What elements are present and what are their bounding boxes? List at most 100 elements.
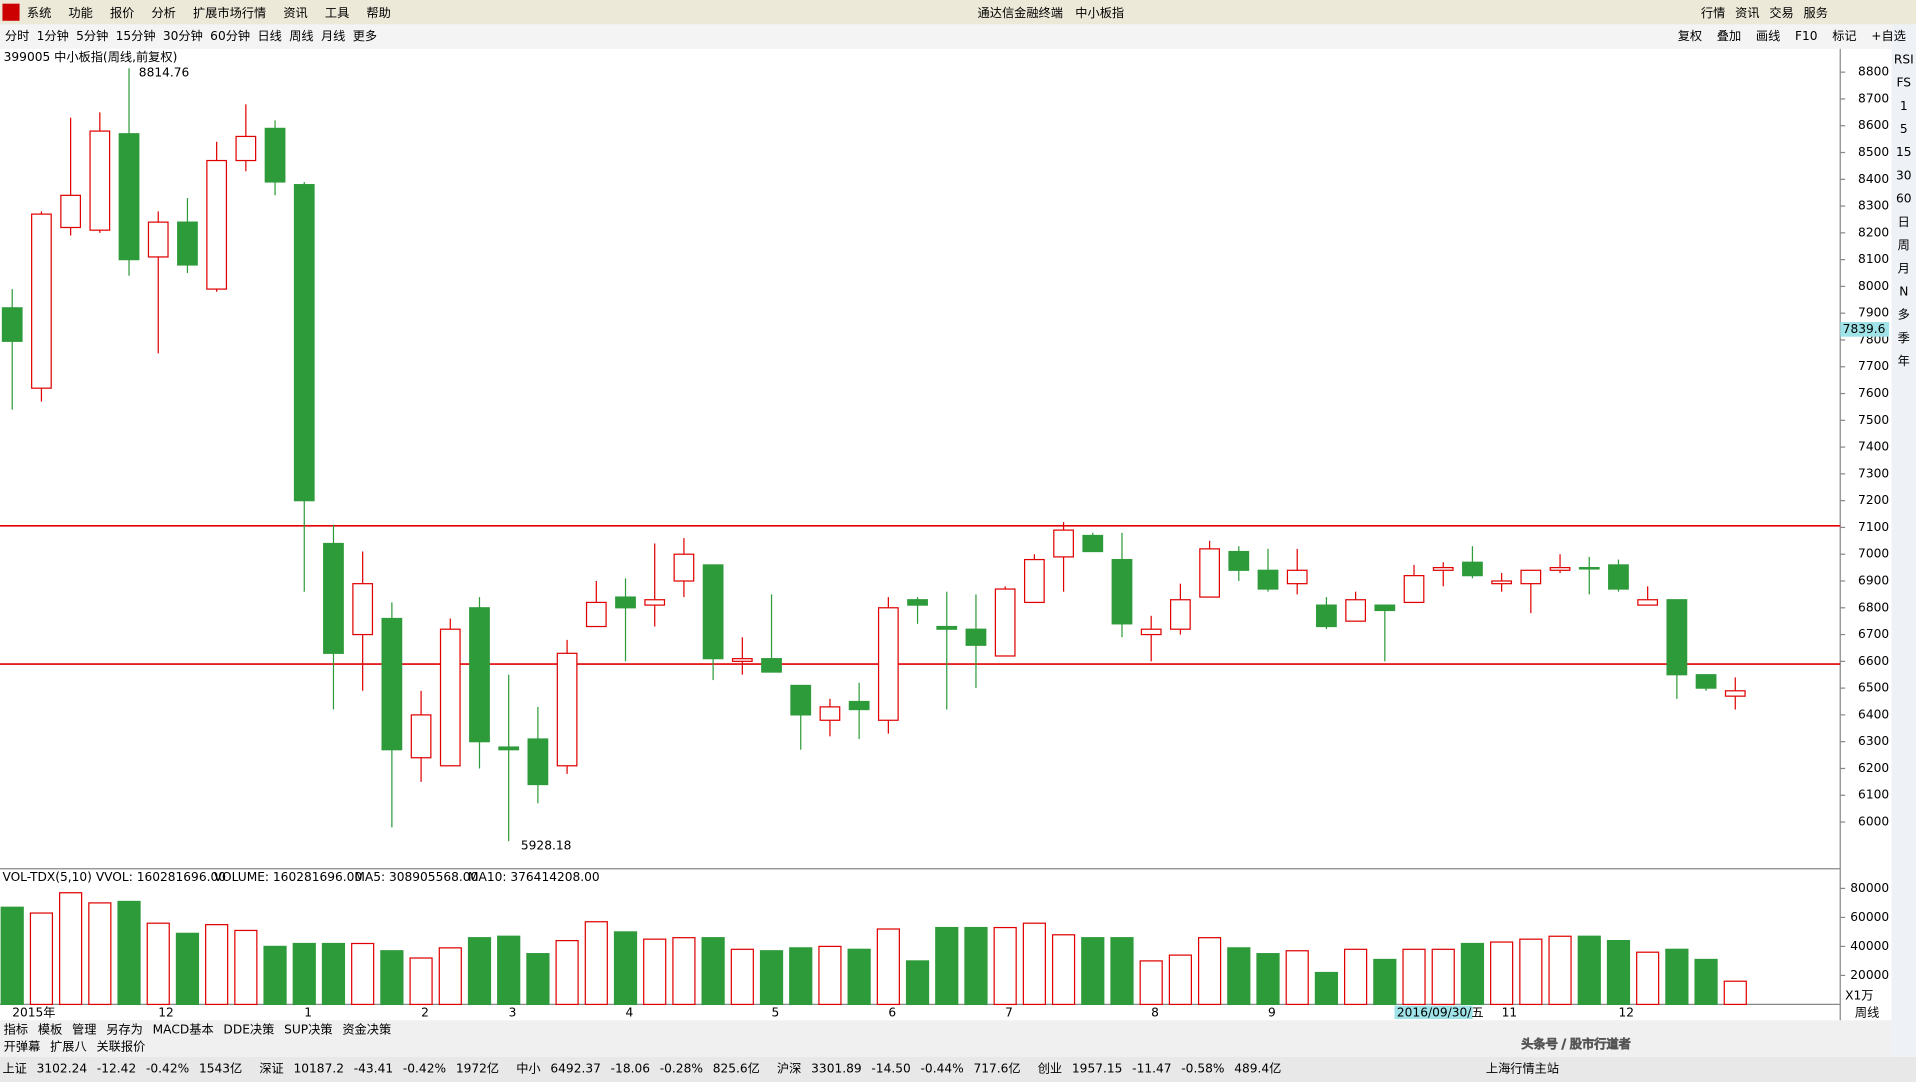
volume-legend: VOLUME: 160281696.00 xyxy=(214,870,362,884)
extra-tab[interactable]: 扩展八 xyxy=(50,1040,87,1054)
menu-item[interactable]: 分析 xyxy=(151,6,175,20)
side-icon[interactable]: 5 xyxy=(1900,122,1908,136)
side-icon[interactable]: 60 xyxy=(1896,192,1912,206)
volume-title: VOL-TDX(5,10) VVOL: 160281696.00 xyxy=(2,870,226,884)
side-icon[interactable]: 季 xyxy=(1898,331,1910,345)
status-field: -0.42% xyxy=(403,1062,446,1076)
status-field: 1543亿 xyxy=(199,1061,242,1076)
period-tab[interactable]: 15分钟 xyxy=(116,28,156,43)
indicator-tab[interactable]: SUP决策 xyxy=(284,1022,332,1037)
y-tick-label: 6900 xyxy=(1858,573,1889,587)
volume-bar xyxy=(730,948,754,1006)
menu-item[interactable]: 帮助 xyxy=(366,6,390,20)
volume-bar xyxy=(146,922,170,1006)
candle-body xyxy=(1403,575,1425,604)
indicator-tab[interactable]: 模板 xyxy=(38,1023,62,1037)
candle-body xyxy=(206,159,228,290)
indicator-tab[interactable]: 资金决策 xyxy=(342,1022,391,1037)
top-button[interactable]: 资讯 xyxy=(1735,6,1759,20)
volume-bar xyxy=(292,942,316,1006)
side-icon[interactable]: 30 xyxy=(1896,168,1912,182)
toolbar-button[interactable]: 叠加 xyxy=(1717,29,1741,43)
indicator-tab[interactable]: 管理 xyxy=(72,1022,96,1037)
menu-bar xyxy=(0,0,1916,25)
candle-body xyxy=(60,194,82,229)
extra-tab[interactable]: 关联报价 xyxy=(96,1039,145,1054)
menu-item[interactable]: 资讯 xyxy=(283,6,307,20)
status-field: 1972亿 xyxy=(456,1061,499,1076)
side-icon[interactable]: N xyxy=(1899,285,1908,299)
menu-item[interactable]: 报价 xyxy=(110,5,134,20)
menu-item[interactable]: 扩展市场行情 xyxy=(193,5,266,20)
volume-bar xyxy=(526,953,550,1006)
side-icon[interactable]: 年 xyxy=(1898,354,1910,368)
status-field: -0.58% xyxy=(1181,1062,1224,1076)
candle-body xyxy=(352,583,374,636)
volume-bar xyxy=(1431,948,1455,1006)
cursor-price-box xyxy=(1840,322,1890,337)
volume-bar xyxy=(789,947,813,1006)
indicator-tab[interactable]: 指标 xyxy=(4,1022,28,1037)
volume-bar xyxy=(847,948,871,1006)
side-icon[interactable]: 15 xyxy=(1896,145,1912,159)
volume-bar xyxy=(759,950,784,1006)
status-field: 1957.15 xyxy=(1072,1062,1122,1076)
candle-body xyxy=(907,599,928,606)
toolbar-button[interactable]: +自选 xyxy=(1871,29,1906,43)
candle-body xyxy=(877,607,899,721)
period-tab[interactable]: 日线 xyxy=(257,29,281,43)
top-button[interactable]: 服务 xyxy=(1804,5,1828,20)
side-icon[interactable]: 日 xyxy=(1898,215,1910,229)
candle-body xyxy=(264,127,286,183)
volume-bar xyxy=(1227,947,1251,1006)
low-label: 5928.18 xyxy=(521,839,571,853)
toolbar-button[interactable]: 画线 xyxy=(1756,29,1780,43)
y-tick-label: 6600 xyxy=(1858,654,1889,668)
menu-item[interactable]: 功能 xyxy=(68,6,92,20)
cursor-date-box xyxy=(1394,1005,1473,1020)
indicator-tab[interactable]: 另存为 xyxy=(106,1023,143,1037)
candle-body xyxy=(1316,604,1337,628)
period-tab[interactable]: 30分钟 xyxy=(163,28,203,43)
candle-body xyxy=(381,617,403,751)
indicator-tab[interactable]: MACD基本 xyxy=(153,1023,214,1037)
extra-tab[interactable]: 开弹幕 xyxy=(4,1040,41,1054)
watermark: 头条号 / 股市行道者 xyxy=(1521,1036,1631,1051)
volume-bar xyxy=(993,926,1017,1006)
y-tick-label: 6500 xyxy=(1858,681,1889,695)
toolbar-button[interactable]: 复权 xyxy=(1678,29,1702,43)
volume-bar xyxy=(613,931,638,1006)
menu-item[interactable]: 工具 xyxy=(325,6,349,20)
y-tick-label: 8800 xyxy=(1858,65,1889,79)
period-tab[interactable]: 更多 xyxy=(353,29,377,43)
volume-bar xyxy=(409,957,433,1006)
period-tab[interactable]: 1分钟 xyxy=(37,28,69,43)
period-tab[interactable]: 60分钟 xyxy=(210,28,250,43)
candle-body xyxy=(410,714,432,759)
menu-item[interactable]: 系统 xyxy=(27,6,51,20)
side-icon[interactable]: 1 xyxy=(1900,99,1908,113)
toolbar-button[interactable]: F10 xyxy=(1795,29,1818,43)
side-icon[interactable]: 多 xyxy=(1898,308,1910,322)
volume-bar xyxy=(1285,950,1309,1006)
x-tick-label: 9 xyxy=(1268,1005,1276,1019)
volume-bar xyxy=(1519,938,1543,1006)
side-icon[interactable]: RSI xyxy=(1894,52,1914,66)
y-tick-label: 7100 xyxy=(1858,520,1889,534)
period-tab[interactable]: 5分钟 xyxy=(76,28,108,43)
indicator-tab[interactable]: DDE决策 xyxy=(223,1022,274,1037)
period-tab[interactable]: 月线 xyxy=(321,29,345,43)
side-icon[interactable]: FS xyxy=(1896,76,1911,90)
y-tick-label: 7000 xyxy=(1858,547,1889,561)
top-button[interactable]: 交易 xyxy=(1769,5,1793,20)
volume-bar xyxy=(672,937,696,1006)
y-tick-label: 60000 xyxy=(1850,910,1889,924)
side-icon[interactable]: 月 xyxy=(1898,261,1910,275)
side-icon[interactable]: 周 xyxy=(1898,238,1910,252)
candle-body xyxy=(1666,599,1688,676)
top-button[interactable]: 行情 xyxy=(1701,6,1725,20)
candle-body xyxy=(994,588,1016,657)
period-tab[interactable]: 分时 xyxy=(5,29,29,43)
toolbar-button[interactable]: 标记 xyxy=(1832,29,1856,43)
period-tab[interactable]: 周线 xyxy=(289,29,313,43)
